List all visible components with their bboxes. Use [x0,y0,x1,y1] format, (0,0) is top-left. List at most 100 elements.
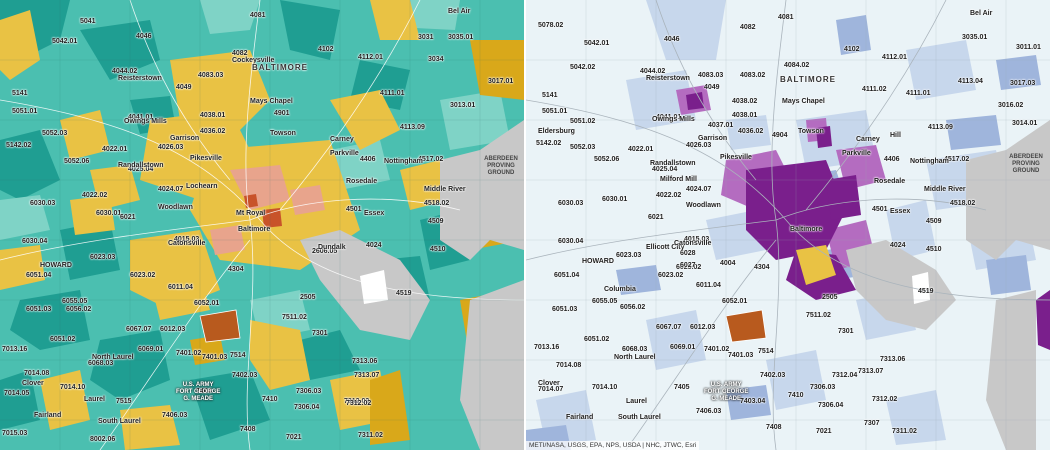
tract-label: 7402.03 [760,372,786,379]
tract-label: 7306.03 [296,388,322,395]
tract-label: 5052.06 [64,158,90,165]
tract-label: 3011.01 [1016,44,1041,51]
tract-label: 6051.03 [552,306,578,313]
tract-label: 4037.01 [708,122,734,129]
tract-label: 6023.02 [130,272,156,279]
tract-label: 5051.02 [570,118,596,125]
place-label: Carney [856,136,880,143]
tract-label: 6023.02 [658,272,684,279]
place-label: Essex [364,210,385,217]
tract-label: 6023.03 [90,254,116,261]
left-ftmeade-line3: G. MEADE [183,395,213,402]
tract-label: 4406 [884,156,900,163]
place-label: Pikesville [190,155,222,162]
right-tract-boundaries [526,0,1050,450]
tract-label: 7408 [766,424,782,431]
place-label: Pikesville [720,154,752,161]
tract-label: 4519 [918,288,934,295]
place-label: Carney [330,136,354,143]
tract-label: 6055.05 [592,298,618,305]
tract-label: 4024 [366,242,382,249]
tract-label: 4038.01 [200,112,226,119]
tract-label: 4501 [872,206,888,213]
place-label: South Laurel [98,418,141,425]
tract-label: 4112.01 [358,54,383,61]
place-label: Woodlawn [686,202,721,209]
place-label: North Laurel [92,354,134,361]
tract-label: 7021 [286,434,302,441]
right-aberdeen-label: ABERDEEN PROVING GROUND [1002,154,1050,175]
tract-label: 4406 [360,156,376,163]
left-ftmeade-label: U.S. ARMY FORT GEORGE G. MEADE [176,382,220,403]
left-aberdeen-line1: ABERDEEN PROVING [484,156,518,169]
tract-label: 6069.01 [670,344,696,351]
place-label: Owings Mills [124,118,167,125]
left-roads [0,0,524,450]
tract-label: 4111.01 [380,90,405,97]
tract-label: 7401.02 [176,350,202,357]
tract-label: 7403.04 [740,398,766,405]
left-map-canvas[interactable] [0,0,524,450]
tract-label: 7401.02 [704,346,730,353]
tract-label: 4083.02 [740,72,766,79]
left-white-area [360,270,388,304]
right-ftmeade-label: U.S. ARMY FORT GEORGE G. MEADE [704,382,748,403]
tract-label: 5052.06 [594,156,620,163]
tract-label: 3014.01 [1012,120,1038,127]
tract-label: 4510 [926,246,942,253]
tract-label: 7014.10 [592,384,618,391]
tract-label: 5052.03 [570,144,596,151]
tract-label: 4519 [396,290,412,297]
tract-label: 4015.03 [174,236,200,243]
tract-label: 3017.03 [1010,80,1036,87]
tract-label: 4112.01 [882,54,907,61]
swipe-divider[interactable] [524,0,526,450]
tract-label: 5041 [80,18,96,25]
tract-label: 6028 [680,250,696,257]
tract-label: 4026.03 [686,142,712,149]
place-label: Lochearn [186,183,218,190]
tract-label: 4509 [926,218,942,225]
tract-label: 4901 [274,110,290,117]
place-label: HOWARD [40,262,72,269]
place-label: Owings Mills [652,116,695,123]
tract-label: 7311.02 [892,428,917,435]
place-label: Cockeysville [232,57,275,64]
tract-label: 2505 [822,294,838,301]
tract-label: 6030.03 [558,200,584,207]
place-label: Randallstown [650,160,696,167]
place-label: Garrison [170,135,200,142]
right-map-panel[interactable]: 5078.02 4046 4081 4082 4102 5042.01 5042.02 411… [526,0,1050,450]
place-label: Parkville [842,150,871,157]
right-water [846,120,1050,450]
tract-label: 7013.16 [2,346,28,353]
tract-label: 7014.05 [4,390,30,397]
place-label: Bel Air [970,10,993,17]
tract-label: 7313.06 [880,356,906,363]
tract-label: 4113.09 [400,124,425,131]
place-label: Dundalk [318,244,346,251]
left-city-label: BALTIMORE [252,63,308,72]
tract-label: 4022.02 [82,192,108,199]
tract-label: 6051.04 [26,272,52,279]
tract-label: 8002.06 [90,436,116,443]
right-map-canvas[interactable] [526,0,1050,450]
tract-label: 7312.04 [832,372,858,379]
tract-label: 4304 [228,266,244,273]
place-label: Fairland [566,414,594,421]
tract-label: 6055.05 [62,298,88,305]
place-label: Laurel [84,396,106,403]
tract-label: 4518.02 [950,200,976,207]
tract-label: 6012.03 [690,324,716,331]
place-label: Bel Air [448,8,471,15]
place-label: HOWARD [582,258,614,265]
place-label: Reisterstown [118,75,162,82]
tract-label: 4083.03 [198,72,224,79]
tract-label: 7301 [838,328,854,335]
place-label: Nottingham [384,158,423,165]
tract-label: 4049 [176,84,192,91]
tract-label: 4046 [664,36,680,43]
tract-label: 6023.03 [616,252,642,259]
left-map-panel[interactable]: 5041 5042.01 4046 4081 4082 4102 4112.01 3034 30… [0,0,524,450]
tract-label: 7515 [116,398,132,405]
